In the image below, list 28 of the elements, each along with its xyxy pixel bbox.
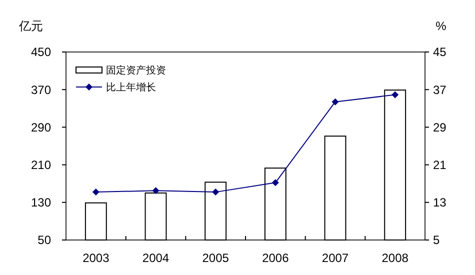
- point: [332, 98, 339, 106]
- y-tick-label: 50: [38, 233, 52, 248]
- y2-axis-title: %: [436, 19, 447, 33]
- y-tick-label: 450: [30, 45, 52, 60]
- x-tick-label: 2003: [82, 251, 110, 265]
- y-axis-title: 亿元: [18, 19, 43, 33]
- y2-tick-label: 5: [433, 233, 440, 248]
- x-tick-label: 2008: [382, 251, 409, 265]
- x-tick-label: 2006: [262, 251, 290, 265]
- y2-tick-label: 29: [433, 120, 447, 134]
- point: [92, 188, 100, 196]
- legend-label: 比上年增长: [106, 82, 156, 94]
- legend-label: 固定资产投资: [106, 64, 166, 76]
- y-tick-label: 370: [30, 82, 52, 97]
- point: [272, 179, 279, 186]
- x-tick-label: 2004: [142, 251, 170, 265]
- y-tick-label: 210: [30, 158, 52, 172]
- point: [392, 91, 399, 98]
- y-tick-label: 290: [30, 120, 52, 134]
- y2-tick-label: 45: [433, 45, 447, 60]
- y-tick-label: 130: [30, 196, 52, 210]
- point: [152, 187, 160, 194]
- x-tick-label: 2005: [202, 251, 230, 265]
- point: [212, 188, 220, 196]
- y2-tick-label: 37: [433, 82, 447, 97]
- y2-tick-label: 13: [433, 196, 447, 210]
- y2-tick-label: 21: [433, 158, 447, 172]
- x-tick-label: 2007: [322, 251, 349, 265]
